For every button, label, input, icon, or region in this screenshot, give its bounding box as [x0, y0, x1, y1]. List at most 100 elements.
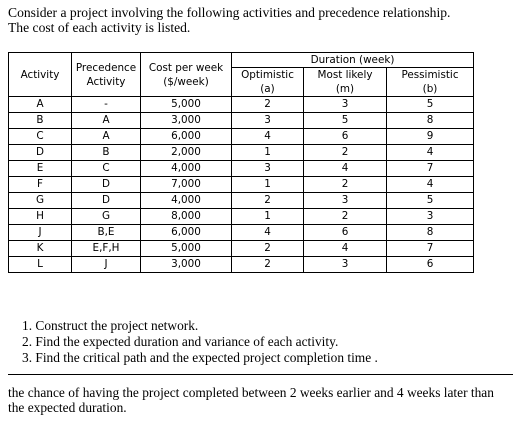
- table-header-row: Activity Precedence Activity Cost per we…: [8, 52, 474, 97]
- task-list: 1. Construct the project network. 2. Fin…: [22, 318, 378, 366]
- cell-pessimistic: 7: [386, 240, 474, 257]
- cell-precedence: A: [71, 112, 141, 129]
- cell-cost: 6,000: [140, 128, 232, 145]
- cell-pessimistic: 7: [386, 160, 474, 177]
- table-row: L J 3,000 2 3 6: [8, 256, 474, 273]
- activity-table: Activity Precedence Activity Cost per we…: [8, 52, 474, 273]
- cell-optimistic: 1: [231, 144, 304, 161]
- cell-activity: J: [8, 224, 72, 241]
- header-precedence: Precedence Activity: [71, 52, 141, 97]
- header-duration: Duration (week): [231, 52, 474, 68]
- cell-most-likely: 3: [303, 192, 387, 209]
- cell-cost: 5,000: [140, 96, 232, 113]
- cell-cost: 8,000: [140, 208, 232, 225]
- cell-pessimistic: 4: [386, 144, 474, 161]
- header-optimistic-symbol: (a): [260, 83, 275, 95]
- header-most-likely-label: Most likely: [317, 69, 373, 81]
- cell-pessimistic: 5: [386, 96, 474, 113]
- header-cost-line1: Cost per week: [148, 61, 224, 74]
- cell-pessimistic: 5: [386, 192, 474, 209]
- task-item-2: 2. Find the expected duration and varian…: [22, 334, 339, 349]
- table-row: F D 7,000 1 2 4: [8, 176, 474, 193]
- header-precedence-line2: Activity: [86, 75, 126, 88]
- header-optimistic-label: Optimistic: [241, 69, 294, 81]
- cell-most-likely: 4: [303, 160, 387, 177]
- header-optimistic: Optimistic (a): [231, 67, 304, 97]
- cell-cost: 3,000: [140, 112, 232, 129]
- cell-most-likely: 3: [303, 96, 387, 113]
- header-pessimistic: Pessimistic (b): [386, 67, 474, 97]
- cell-activity: A: [8, 96, 72, 113]
- cell-activity: G: [8, 192, 72, 209]
- problem-intro: Consider a project involving the followi…: [8, 5, 513, 35]
- closing-text: the chance of having the project complet…: [8, 385, 494, 415]
- cell-optimistic: 2: [231, 96, 304, 113]
- table-row: B A 3,000 3 5 8: [8, 112, 474, 129]
- task-item-1: 1. Construct the project network.: [22, 318, 199, 333]
- cell-cost: 6,000: [140, 224, 232, 241]
- cell-precedence: C: [71, 160, 141, 177]
- cell-optimistic: 3: [231, 112, 304, 129]
- cell-pessimistic: 6: [386, 256, 474, 273]
- cell-pessimistic: 3: [386, 208, 474, 225]
- header-pessimistic-label: Pessimistic: [401, 69, 459, 81]
- cell-optimistic: 1: [231, 176, 304, 193]
- cell-cost: 4,000: [140, 160, 232, 177]
- header-most-likely-symbol: (m): [335, 83, 355, 95]
- cell-most-likely: 2: [303, 144, 387, 161]
- cell-optimistic: 2: [231, 256, 304, 273]
- cell-precedence: B,E: [71, 224, 141, 241]
- cell-pessimistic: 9: [386, 128, 474, 145]
- header-cost: Cost per week ($/week): [140, 52, 232, 97]
- cell-cost: 5,000: [140, 240, 232, 257]
- cell-precedence: -: [71, 96, 141, 113]
- cell-optimistic: 4: [231, 224, 304, 241]
- intro-line-2: The cost of each activity is listed.: [8, 20, 191, 35]
- table-row: G D 4,000 2 3 5: [8, 192, 474, 209]
- cell-precedence: D: [71, 176, 141, 193]
- header-pessimistic-symbol: (b): [422, 83, 438, 95]
- cell-most-likely: 4: [303, 240, 387, 257]
- header-most-likely: Most likely (m): [303, 67, 387, 97]
- cell-precedence: A: [71, 128, 141, 145]
- table-row: J B,E 6,000 4 6 8: [8, 224, 474, 241]
- cell-most-likely: 2: [303, 176, 387, 193]
- cell-activity: B: [8, 112, 72, 129]
- cell-activity: C: [8, 128, 72, 145]
- table-row: H G 8,000 1 2 3: [8, 208, 474, 225]
- cell-activity: K: [8, 240, 72, 257]
- cell-cost: 2,000: [140, 144, 232, 161]
- header-cost-line2: ($/week): [163, 75, 209, 88]
- cell-optimistic: 2: [231, 192, 304, 209]
- table-row: C A 6,000 4 6 9: [8, 128, 474, 145]
- divider: [8, 374, 513, 375]
- cell-activity: F: [8, 176, 72, 193]
- cell-pessimistic: 8: [386, 224, 474, 241]
- cell-cost: 3,000: [140, 256, 232, 273]
- cell-activity: H: [8, 208, 72, 225]
- cell-optimistic: 3: [231, 160, 304, 177]
- cell-optimistic: 2: [231, 240, 304, 257]
- cell-most-likely: 6: [303, 224, 387, 241]
- header-activity: Activity: [8, 52, 72, 97]
- cell-optimistic: 4: [231, 128, 304, 145]
- task-item-3: 3. Find the critical path and the expect…: [22, 350, 378, 365]
- cell-activity: L: [8, 256, 72, 273]
- cell-pessimistic: 4: [386, 176, 474, 193]
- table-row: D B 2,000 1 2 4: [8, 144, 474, 161]
- intro-line-1: Consider a project involving the followi…: [8, 5, 451, 20]
- cell-most-likely: 6: [303, 128, 387, 145]
- table-row: E C 4,000 3 4 7: [8, 160, 474, 177]
- table-subheader-row: Optimistic (a) Most likely (m) Pessimist…: [9, 67, 474, 97]
- cell-precedence: D: [71, 192, 141, 209]
- cell-precedence: E,F,H: [71, 240, 141, 257]
- cell-most-likely: 5: [303, 112, 387, 129]
- cell-most-likely: 2: [303, 208, 387, 225]
- cell-activity: E: [8, 160, 72, 177]
- header-precedence-line1: Precedence: [75, 61, 137, 74]
- cell-pessimistic: 8: [386, 112, 474, 129]
- cell-precedence: G: [71, 208, 141, 225]
- cell-most-likely: 3: [303, 256, 387, 273]
- cell-cost: 7,000: [140, 176, 232, 193]
- cell-precedence: J: [71, 256, 141, 273]
